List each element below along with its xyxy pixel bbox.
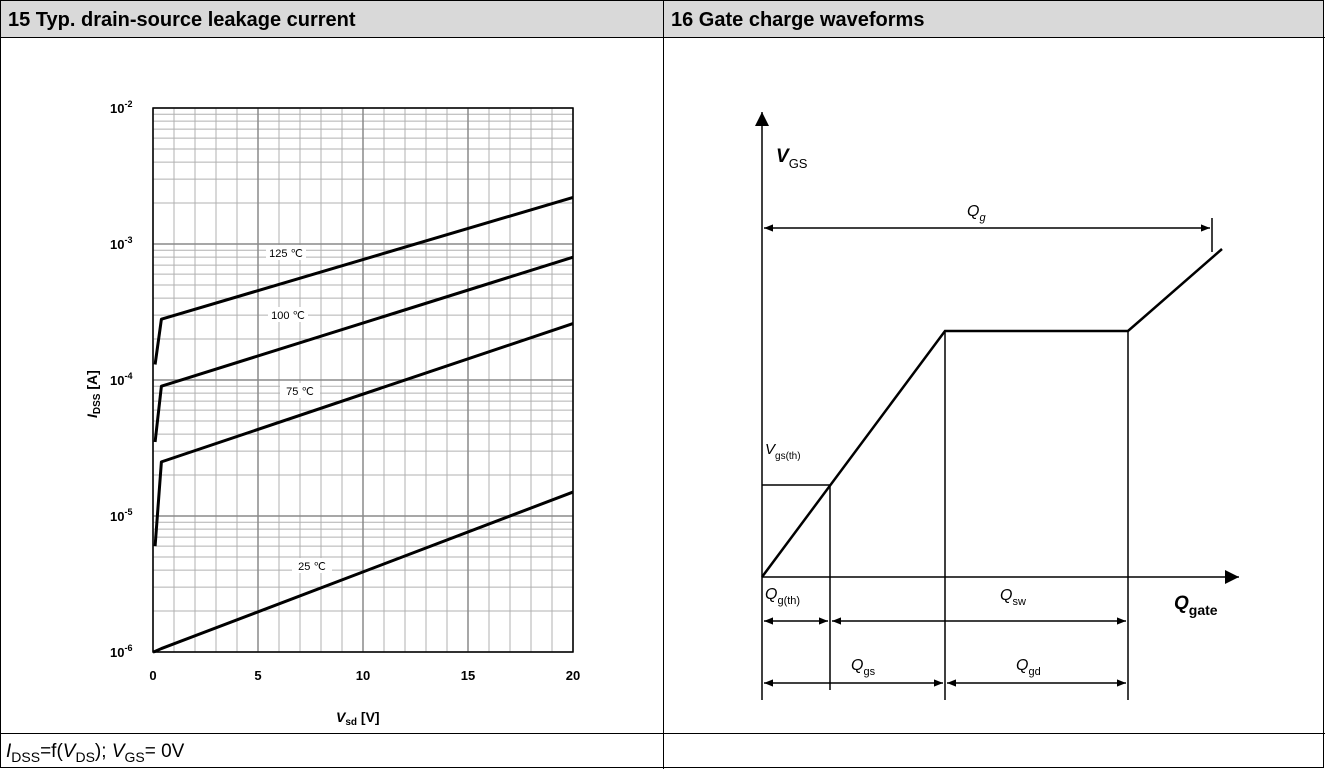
text-part: DSS: [11, 749, 40, 765]
label-bg: [266, 245, 306, 260]
text-part: [A]: [84, 370, 100, 393]
footer-formula: IDSS=f(VDS); VGS= 0V: [6, 741, 185, 765]
x-tick-label: 15: [461, 668, 475, 683]
text-part: Q: [765, 586, 777, 603]
text-part: [V]: [357, 709, 380, 725]
series-line: [152, 490, 574, 654]
text-part: V: [336, 709, 347, 725]
text-part: I: [6, 741, 12, 762]
series-label: 100 ℃: [271, 310, 305, 322]
text-part: g(th): [777, 595, 800, 607]
text-part: gate: [1189, 602, 1218, 618]
header-bg: [0, 0, 1324, 38]
text-part: Q: [1016, 657, 1028, 674]
x-tick-label: 5: [254, 668, 261, 683]
text-part: I: [84, 413, 100, 418]
text-part: Q: [851, 657, 863, 674]
header-right: 16 Gate charge waveforms: [671, 9, 924, 31]
label-bg: [280, 383, 320, 398]
series-line: [153, 195, 574, 365]
diagram-label: Qgd: [1016, 657, 1041, 678]
text-part: sd: [345, 717, 357, 728]
series-label: 125 ℃: [269, 248, 303, 260]
diagram-label: VGS: [776, 146, 808, 171]
text-part: GS: [125, 749, 145, 765]
series-label: 75 ℃: [286, 386, 314, 398]
text-part: = 0V: [145, 741, 185, 762]
y-tick-label: 10-3: [110, 235, 132, 252]
y-tick-label: 10-4: [110, 371, 132, 388]
label-bg: [268, 307, 308, 322]
text-part: Q: [1174, 593, 1189, 614]
y-axis-label: IDSS [A]: [84, 370, 103, 418]
text-part: gs: [863, 666, 875, 678]
text-part: V: [112, 741, 127, 762]
plot-frame: [152, 107, 574, 653]
diagram-label: Qgate: [1174, 593, 1218, 618]
leakage-chart: 0 5 10 15 20 10-6 10-5 10-4 10-3 10-2 Vsd [V] IDSS …: [84, 99, 580, 728]
text-part: sw: [1012, 596, 1026, 608]
text-part: Q: [1000, 587, 1012, 604]
diagram-label: Qsw: [1000, 587, 1026, 608]
text-part: V: [63, 741, 78, 762]
text-part: g: [979, 212, 986, 224]
series-label: 25 ℃: [298, 561, 326, 573]
text-part: GS: [789, 156, 808, 171]
text-part: Q: [967, 203, 979, 220]
waveform: [760, 248, 1223, 578]
text-part: DSS: [92, 393, 103, 414]
y-tick-label: 10-6: [110, 643, 132, 660]
x-tick-label: 10: [356, 668, 370, 683]
y-tick-label: 10-5: [110, 507, 132, 524]
text-part: gd: [1028, 666, 1040, 678]
text-part: V: [765, 441, 777, 458]
text-part: );: [95, 741, 112, 762]
x-axis-label: Vsd [V]: [336, 709, 380, 728]
label-bg: [292, 558, 332, 573]
y-tick-label: 10-2: [110, 99, 132, 116]
text-part: gs(th): [775, 451, 801, 462]
text-part: =f(: [40, 741, 63, 762]
diagram-label: Vgs(th): [765, 441, 801, 462]
text-part: DS: [75, 749, 94, 765]
text-part: V: [776, 146, 790, 167]
diagram-label: Qgs: [851, 657, 876, 678]
diagram-label: Qg: [967, 203, 986, 224]
header-left: 15 Typ. drain-source leakage current: [8, 9, 356, 31]
series-line: [153, 322, 574, 547]
diagram-label: Qg(th): [765, 586, 800, 607]
series-line: [153, 255, 574, 443]
x-tick-label: 20: [566, 668, 580, 683]
x-tick-label: 0: [149, 668, 156, 683]
